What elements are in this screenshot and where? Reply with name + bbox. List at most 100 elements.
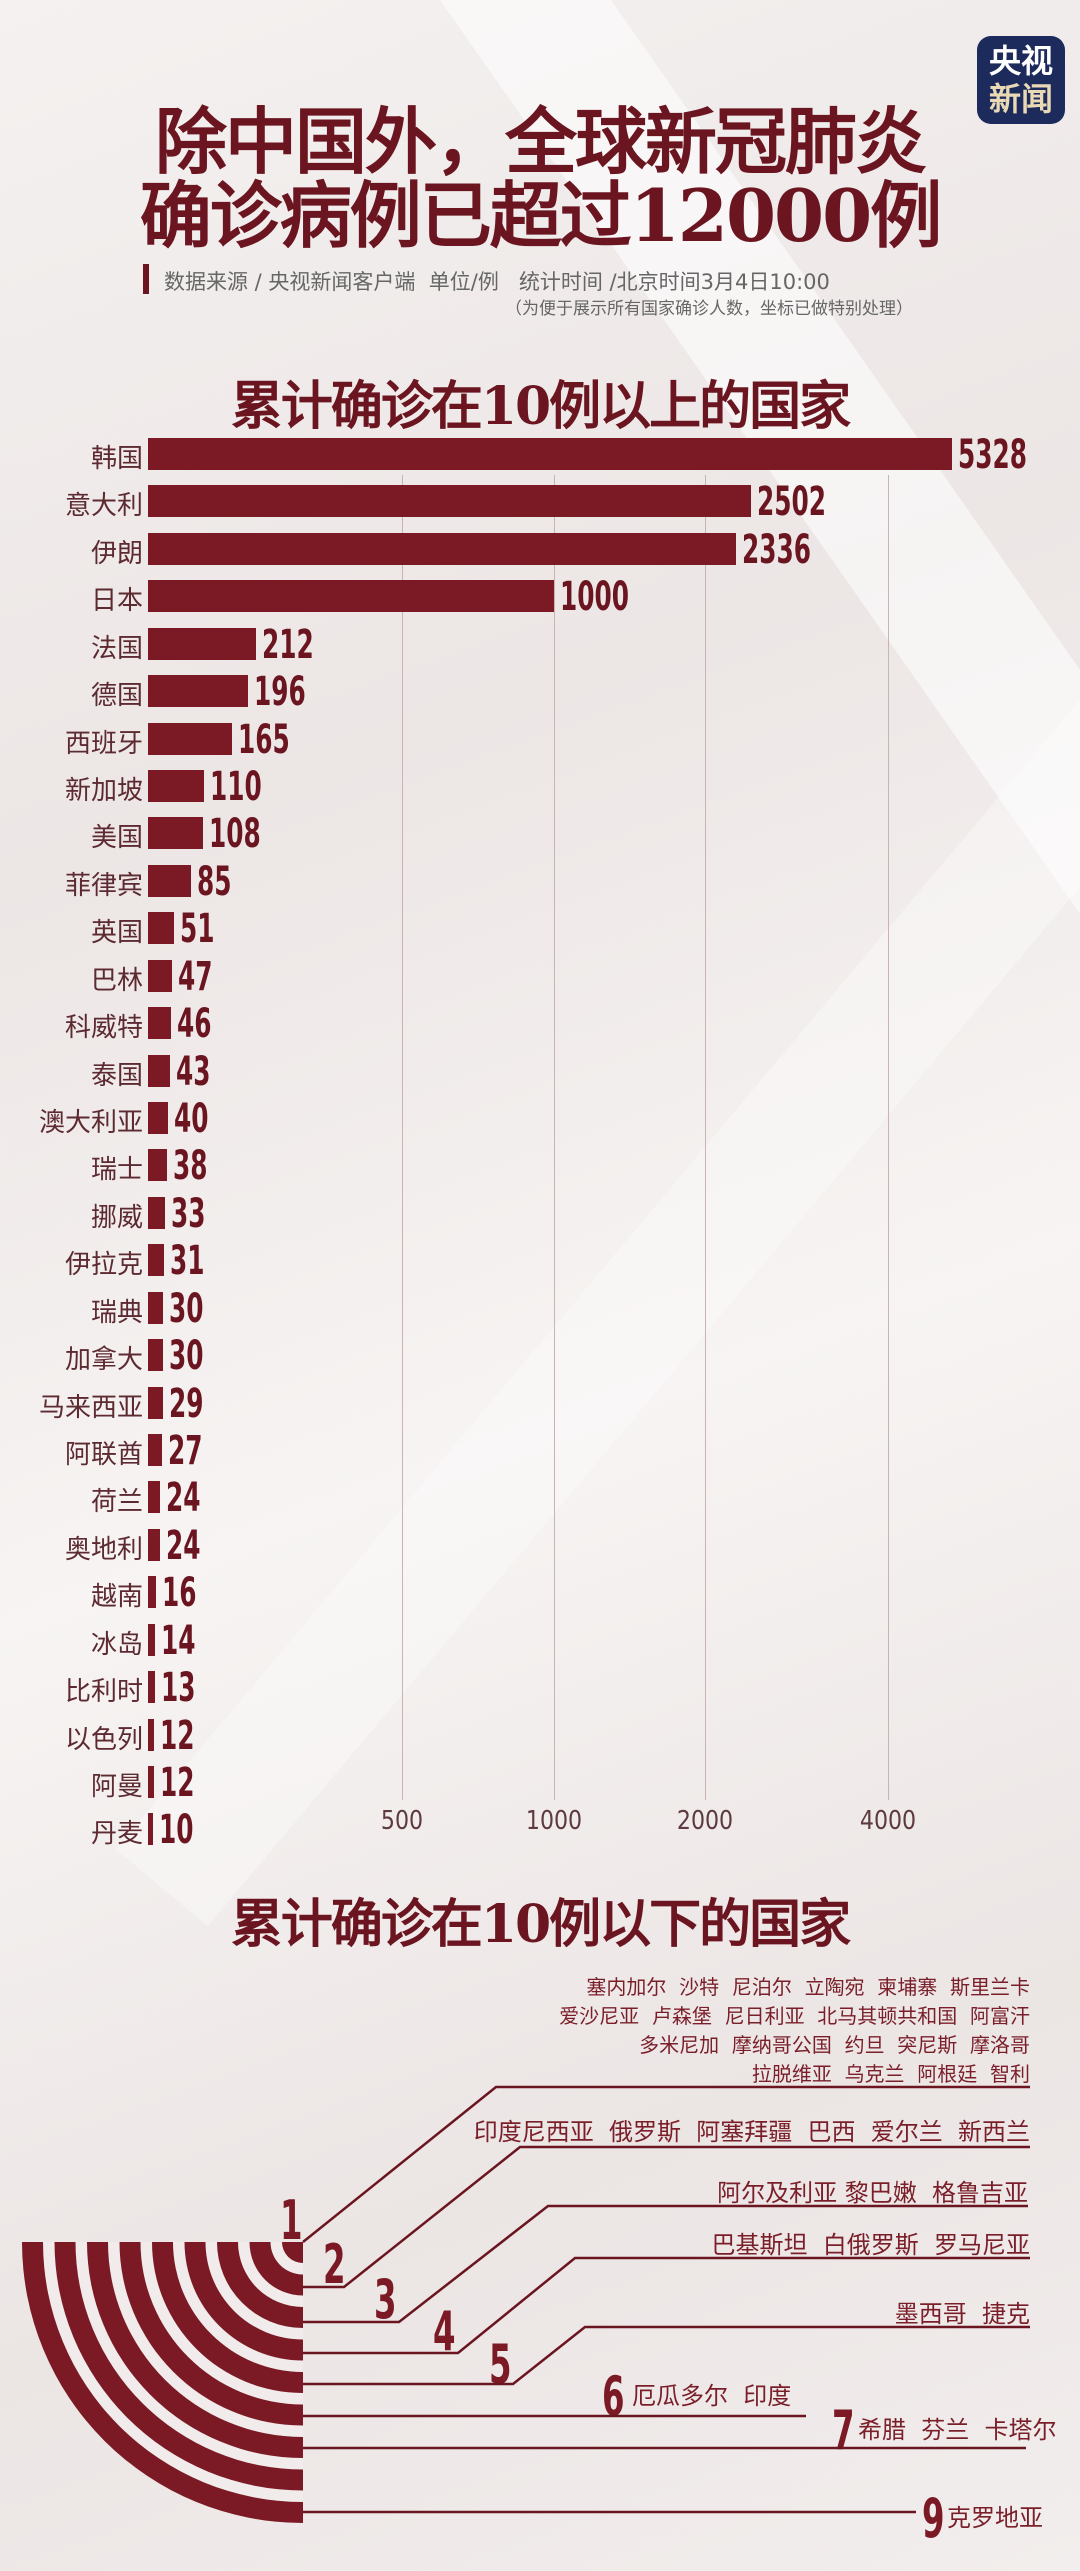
value-label: 12	[160, 1760, 195, 1807]
value-label: 24	[166, 1522, 201, 1569]
bar	[148, 1766, 155, 1799]
value-label: 47	[177, 953, 213, 1000]
group3-text: 阿尔及利亚 黎巴嫩 格鲁吉亚	[717, 2179, 1028, 2207]
category-label: 瑞典	[90, 1297, 143, 1328]
ring-band	[282, 2242, 303, 2263]
value-label: 1000	[560, 574, 630, 621]
bar	[148, 1149, 168, 1182]
bar	[148, 1102, 169, 1135]
category-label: 丹麦	[90, 1819, 143, 1850]
category-label: 瑞士	[90, 1155, 143, 1186]
group1-row: 多米尼加 摩纳哥公国 约旦 突尼斯 摩洛哥	[639, 2033, 1030, 2057]
category-label: 韩国	[90, 444, 143, 474]
bar	[148, 1196, 165, 1229]
bar	[148, 770, 204, 802]
bar	[148, 1528, 161, 1561]
value-label: 30	[169, 1333, 204, 1380]
value-label: 10	[159, 1807, 194, 1854]
category-label: 巴林	[90, 965, 143, 996]
bar	[148, 1576, 157, 1609]
group7-text: 希腊 芬兰 卡塔尔	[858, 2416, 1057, 2444]
bar	[148, 959, 172, 992]
gridline	[402, 475, 403, 1800]
value-label: 5328	[958, 432, 1028, 478]
bar	[148, 1007, 172, 1040]
category-label: 挪威	[90, 1202, 143, 1233]
value-label: 43	[175, 1048, 211, 1095]
category-label: 菲律宾	[64, 870, 143, 901]
category-label: 泰国	[90, 1060, 143, 1091]
category-label: 荷兰	[90, 1487, 143, 1518]
bar	[148, 485, 751, 518]
bar	[148, 1481, 161, 1514]
value-label: 2336	[741, 526, 811, 573]
value-label: 196	[253, 669, 306, 716]
x-tick-label: 500	[380, 1806, 424, 1836]
gridline	[888, 475, 889, 1800]
group4-count: 4	[433, 2300, 456, 2363]
category-label: 加拿大	[64, 1345, 143, 1376]
page-title-line1: 除中国外，全球新冠肺炎	[154, 99, 927, 184]
category-label: 越南	[90, 1582, 143, 1613]
value-label: 85	[197, 858, 232, 905]
group4-leader-line	[303, 2256, 1030, 2355]
bar	[148, 1718, 155, 1751]
group1-row: 塞内加尔 沙特 尼泊尔 立陶宛 柬埔寨 斯里兰卡	[586, 1975, 1030, 1999]
value-label: 27	[167, 1428, 203, 1475]
value-label: 2502	[756, 479, 826, 526]
value-label: 12	[160, 1712, 195, 1759]
category-label: 冰岛	[90, 1629, 143, 1660]
logo-text-bottom: 新闻	[988, 80, 1053, 118]
bar	[148, 627, 256, 660]
category-label: 阿联酋	[64, 1440, 143, 1471]
group9-count: 9	[922, 2487, 945, 2550]
group1-row: 拉脱维亚 乌克兰 阿根廷 智利	[751, 2062, 1030, 2086]
bar	[148, 722, 232, 755]
value-label: 38	[173, 1143, 208, 1190]
category-label: 西班牙	[64, 728, 143, 759]
axis-note: （为便于展示所有国家确诊人数，坐标已做特别处理）	[505, 299, 913, 319]
category-label: 日本	[90, 586, 143, 617]
category-label: 澳大利亚	[38, 1108, 143, 1139]
group6-text: 厄瓜多尔 印度	[632, 2382, 792, 2410]
value-label: 14	[161, 1617, 196, 1664]
value-label: 33	[170, 1190, 206, 1237]
category-label: 以色列	[64, 1724, 143, 1755]
bar	[148, 532, 736, 565]
bar	[148, 1244, 164, 1277]
bar	[148, 1671, 155, 1704]
bar	[148, 1339, 164, 1372]
group5-count: 5	[489, 2333, 512, 2396]
category-label: 伊拉克	[64, 1250, 143, 1281]
group2-count: 2	[323, 2233, 346, 2296]
gridline	[554, 475, 555, 1800]
bar	[148, 675, 248, 708]
category-label: 意大利	[64, 491, 143, 522]
category-label: 英国	[90, 918, 143, 949]
bar	[148, 817, 203, 850]
category-label: 马来西亚	[38, 1392, 143, 1423]
category-label: 奥地利	[64, 1534, 143, 1565]
group6-count: 6	[602, 2365, 625, 2428]
category-label: 阿曼	[90, 1772, 143, 1803]
gridline	[705, 475, 706, 1800]
bar	[148, 1813, 154, 1846]
bar	[148, 1386, 163, 1419]
category-label: 美国	[90, 823, 143, 854]
category-label: 德国	[90, 681, 143, 712]
page-title-line2: 确诊病例已超过12000例	[139, 173, 943, 258]
x-tick-label: 2000	[676, 1806, 734, 1836]
category-label: 伊朗	[90, 538, 143, 569]
x-tick-label: 1000	[525, 1806, 583, 1836]
value-label: 40	[174, 1096, 209, 1143]
bar	[148, 864, 192, 897]
group1-leader-line	[302, 2085, 1030, 2243]
category-label: 科威特	[64, 1013, 143, 1044]
group7-count: 7	[832, 2399, 855, 2462]
source-text: 数据来源 / 央视新闻客户端 单位/例 统计时间 /北京时间3月4日10:00	[164, 270, 830, 294]
group3-leader-line	[303, 2204, 1028, 2324]
group4-text: 巴基斯坦 白俄罗斯 罗马尼亚	[711, 2231, 1030, 2259]
x-tick-label: 4000	[859, 1806, 917, 1836]
group2-leader-line	[303, 2145, 1030, 2289]
